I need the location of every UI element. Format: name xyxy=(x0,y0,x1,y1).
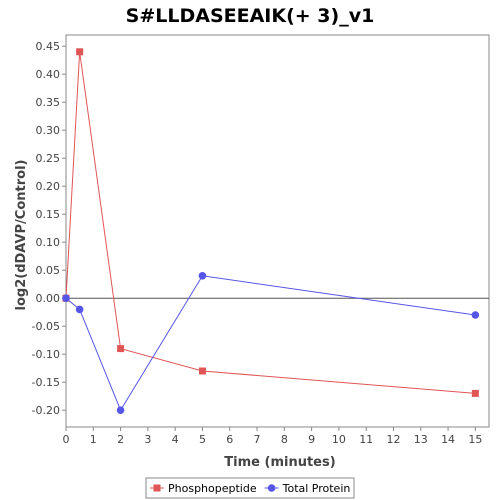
x-tick-label: 1 xyxy=(90,433,97,446)
legend-item-total-protein: Total Protein xyxy=(264,482,351,495)
x-tick-label: 13 xyxy=(414,433,428,446)
series-total-protein xyxy=(62,272,480,415)
data-point-total-protein xyxy=(471,311,480,319)
x-tick-label: 7 xyxy=(254,433,261,446)
x-tick-label: 4 xyxy=(172,433,179,446)
data-point-phosphopeptide xyxy=(117,345,125,353)
y-tick-label: 0.35 xyxy=(36,96,61,109)
legend-item-phosphopeptide: Phosphopeptide xyxy=(150,482,257,495)
x-tick-label: 9 xyxy=(308,433,315,446)
legend-label: Total Protein xyxy=(282,482,351,495)
x-tick-label: 3 xyxy=(144,433,151,446)
y-tick-label: -0.10 xyxy=(32,348,60,361)
y-tick-label: 0.30 xyxy=(36,124,61,137)
legend: Phosphopeptide Total Protein xyxy=(145,477,355,499)
chart-title: S#LLDASEEAIK(+ 3)_v1 xyxy=(126,5,375,27)
y-axis: 0.45 0.40 0.35 0.30 0.25 0.20 0.15 0.10 0.05 0.00… xyxy=(32,40,66,417)
data-point-phosphopeptide xyxy=(198,367,206,375)
y-tick-label: 0.20 xyxy=(36,180,61,193)
data-point-phosphopeptide xyxy=(471,389,479,397)
x-axis-label: Time (minutes) xyxy=(224,455,335,470)
y-tick-label: -0.20 xyxy=(32,404,60,417)
x-tick-label: 2 xyxy=(117,433,124,446)
x-tick-label: 6 xyxy=(226,433,233,446)
y-tick-label: -0.05 xyxy=(32,320,60,333)
x-tick-label: 5 xyxy=(199,433,206,446)
plot-area xyxy=(65,34,490,428)
x-tick-label: 14 xyxy=(441,433,455,446)
x-tick-label: 8 xyxy=(281,433,288,446)
data-point-total-protein xyxy=(198,272,207,280)
y-tick-label: 0.15 xyxy=(36,208,61,221)
x-axis: 0 1 2 3 4 5 6 7 8 9 10 11 12 13 14 15 xyxy=(63,427,482,446)
x-tick-label: 11 xyxy=(359,433,373,446)
series-layer xyxy=(62,48,480,415)
x-tick-label: 12 xyxy=(386,433,400,446)
y-tick-label: 0.45 xyxy=(36,40,61,53)
x-tick-label: 10 xyxy=(332,433,346,446)
legend-marker-square-icon xyxy=(153,484,161,492)
data-point-total-protein xyxy=(116,406,125,415)
y-tick-label: 0.10 xyxy=(36,236,61,249)
data-point-total-protein xyxy=(62,294,70,303)
legend-marker-circle-icon xyxy=(267,484,276,492)
legend-box xyxy=(145,477,355,499)
x-tick-label: 15 xyxy=(468,433,482,446)
y-tick-label: 0.05 xyxy=(36,264,61,277)
data-point-phosphopeptide xyxy=(76,48,84,56)
data-point-total-protein xyxy=(75,305,84,314)
y-axis-label: log2(dDAVP/Control) xyxy=(14,160,29,311)
legend-label: Phosphopeptide xyxy=(168,482,257,495)
y-tick-label: 0.40 xyxy=(36,68,61,81)
y-tick-label: -0.15 xyxy=(32,376,60,389)
x-tick-label: 0 xyxy=(63,433,70,446)
y-tick-label: 0.25 xyxy=(36,152,61,165)
y-tick-label: 0.00 xyxy=(36,292,61,305)
